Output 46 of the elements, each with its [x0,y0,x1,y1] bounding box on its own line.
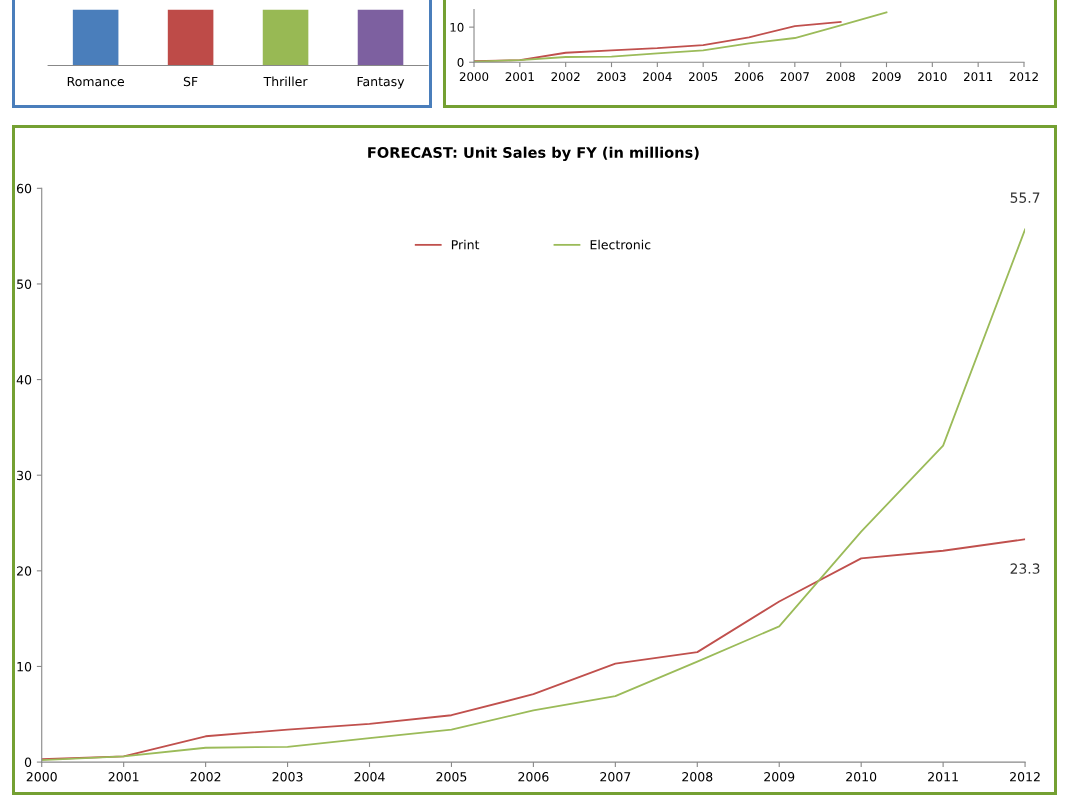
y-tick-label: 10 [17,661,32,672]
x-tick-label: 2003 [597,72,626,82]
category-label: SF [183,76,198,87]
y-tick-label: 50 [17,279,32,289]
x-tick-label: 2002 [551,72,580,82]
x-tick-label: 2001 [505,72,534,82]
category-label: Romance [67,76,125,87]
x-tick-label: 2005 [436,772,467,782]
legend-label: Print [451,239,480,250]
y-tick-label: 30 [17,470,32,481]
x-tick-label: 2012 [1009,72,1038,82]
chart-title: FORECAST: Unit Sales by FY (in millions) [368,146,699,161]
y-tick-label: 0 [24,757,32,768]
x-tick-label: 2010 [918,72,947,82]
x-tick-label: 2007 [780,72,809,82]
legend-label: Electronic [590,239,651,250]
y-tick-label: 0 [457,57,464,67]
category-label: Thriller [263,76,308,87]
x-tick-label: 2008 [826,72,855,82]
x-tick-label: 2005 [689,72,718,82]
x-tick-label: 2004 [643,72,672,82]
y-tick-label: 60 [16,183,32,194]
x-tick-label: 2009 [764,772,795,782]
x-tick-label: 2002 [190,772,221,782]
x-tick-label: 2000 [459,72,489,82]
x-tick-label: 2011 [928,772,958,782]
x-tick-label: 2012 [1010,772,1040,782]
x-tick-label: 2011 [964,72,993,82]
data-label: 23.3 [1010,563,1040,574]
y-tick-label: 40 [16,375,32,385]
category-label: Fantasy [357,76,405,89]
x-tick-label: 2006 [518,772,549,782]
line-series [474,11,888,63]
x-tick-label: 2004 [354,772,385,782]
x-tick-label: 2000 [26,772,57,782]
line-series [474,20,842,63]
y-tick-label: 10 [450,22,464,32]
y-tick-label: 20 [17,566,32,576]
x-tick-label: 2007 [600,772,631,782]
x-tick-label: 2003 [272,772,303,782]
x-tick-label: 2008 [682,772,713,782]
x-tick-label: 2006 [734,72,764,82]
data-label: 55.7 [1010,192,1040,203]
x-tick-label: 2010 [846,772,877,782]
x-tick-label: 2009 [872,72,901,82]
x-tick-label: 2001 [108,772,139,782]
